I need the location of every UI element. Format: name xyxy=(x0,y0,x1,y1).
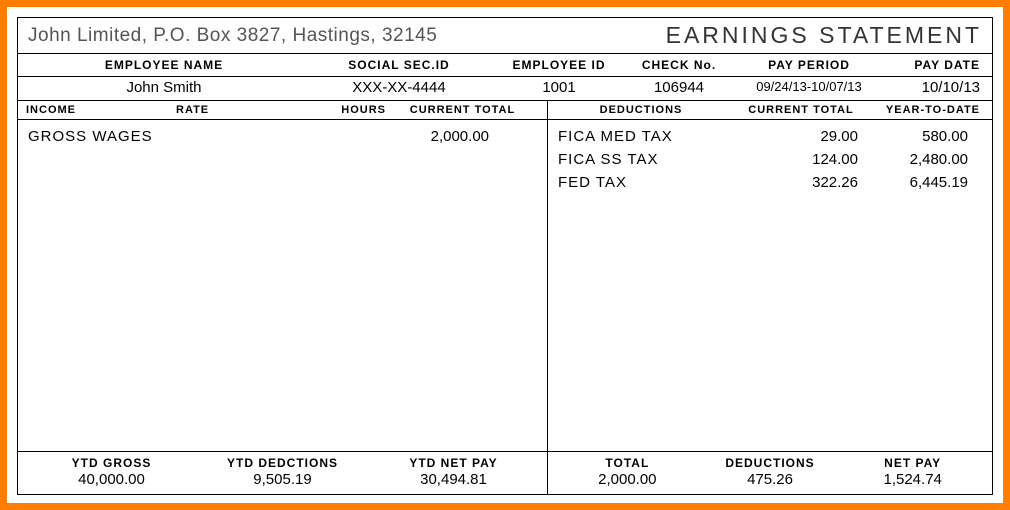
val-check-no: 106944 xyxy=(624,79,734,96)
deduction-current: 322.26 xyxy=(728,174,858,191)
deduction-ytd: 580.00 xyxy=(858,128,982,145)
income-name: GROSS WAGES xyxy=(28,128,308,145)
deduction-ytd: 2,480.00 xyxy=(858,151,982,168)
deductions-body: FICA MED TAX 29.00 580.00 FICA SS TAX 12… xyxy=(548,120,992,451)
net-label: NET PAY xyxy=(884,456,941,470)
deduction-row: FICA SS TAX 124.00 2,480.00 xyxy=(558,151,982,168)
header-bar: John Limited, P.O. Box 3827, Hastings, 3… xyxy=(17,17,993,54)
employee-value-row: John Smith XXX-XX-4444 1001 106944 09/24… xyxy=(17,77,993,101)
footer-left: YTD GROSS 40,000.00 YTD DEDCTIONS 9,505.… xyxy=(18,452,548,494)
ytd-net-label: YTD NET PAY xyxy=(409,456,497,470)
deductions-pane: DEDUCTIONS CURRENT TOTAL YEAR-TO-DATE FI… xyxy=(548,101,992,451)
income-body: GROSS WAGES 2,000.00 xyxy=(18,120,547,451)
ded-label: DEDUCTIONS xyxy=(725,456,814,470)
hdr-current-total: CURRENT TOTAL xyxy=(386,104,539,116)
col-check-no: CHECK No. xyxy=(624,58,734,72)
income-row: GROSS WAGES 2,000.00 xyxy=(28,128,537,145)
footer-right: TOTAL 2,000.00 DEDUCTIONS 475.26 NET PAY… xyxy=(548,452,992,494)
deductions-subheader: DEDUCTIONS CURRENT TOTAL YEAR-TO-DATE xyxy=(548,101,992,120)
deduction-name: FICA SS TAX xyxy=(558,151,728,168)
ytd-ded-cell: YTD DEDCTIONS 9,505.19 xyxy=(197,456,368,488)
ytd-ded-value: 9,505.19 xyxy=(253,471,311,488)
col-employee-id: EMPLOYEE ID xyxy=(494,58,624,72)
income-subheader: INCOME RATE HOURS CURRENT TOTAL xyxy=(18,101,547,120)
net-value: 1,524.74 xyxy=(883,471,941,488)
ytd-gross-value: 40,000.00 xyxy=(78,471,145,488)
col-pay-period: PAY PERIOD xyxy=(734,58,884,72)
net-cell: NET PAY 1,524.74 xyxy=(841,456,984,488)
ytd-gross-label: YTD GROSS xyxy=(72,456,152,470)
hdr-deductions: DEDUCTIONS xyxy=(556,104,726,116)
val-pay-date: 10/10/13 xyxy=(884,79,980,96)
footer-totals: YTD GROSS 40,000.00 YTD DEDCTIONS 9,505.… xyxy=(17,452,993,495)
deduction-name: FED TAX xyxy=(558,174,728,191)
hdr-rate: RATE xyxy=(176,104,306,116)
deduction-row: FICA MED TAX 29.00 580.00 xyxy=(558,128,982,145)
ded-value: 475.26 xyxy=(747,471,793,488)
hdr-income: INCOME xyxy=(26,104,176,116)
val-employee-id: 1001 xyxy=(494,79,624,96)
ytd-ded-label: YTD DEDCTIONS xyxy=(227,456,338,470)
ded-cell: DEDUCTIONS 475.26 xyxy=(699,456,842,488)
company-address: John Limited, P.O. Box 3827, Hastings, 3… xyxy=(28,25,666,47)
income-current: 2,000.00 xyxy=(308,128,537,145)
hdr-ded-current: CURRENT TOTAL xyxy=(726,104,876,116)
income-pane: INCOME RATE HOURS CURRENT TOTAL GROSS WA… xyxy=(18,101,548,451)
val-pay-period: 09/24/13-10/07/13 xyxy=(734,79,884,96)
statement-title: EARNINGS STATEMENT xyxy=(666,22,982,49)
hdr-ytd: YEAR-TO-DATE xyxy=(876,104,984,116)
deduction-ytd: 6,445.19 xyxy=(858,174,982,191)
col-ssn: SOCIAL SEC.ID xyxy=(304,58,494,72)
val-ssn: XXX-XX-4444 xyxy=(304,79,494,96)
total-label: TOTAL xyxy=(605,456,649,470)
deduction-current: 124.00 xyxy=(728,151,858,168)
total-cell: TOTAL 2,000.00 xyxy=(556,456,699,488)
ytd-net-cell: YTD NET PAY 30,494.81 xyxy=(368,456,539,488)
col-employee-name: EMPLOYEE NAME xyxy=(24,58,304,72)
ytd-gross-cell: YTD GROSS 40,000.00 xyxy=(26,456,197,488)
hdr-hours: HOURS xyxy=(306,104,386,116)
total-value: 2,000.00 xyxy=(598,471,656,488)
ytd-net-value: 30,494.81 xyxy=(420,471,487,488)
deduction-name: FICA MED TAX xyxy=(558,128,728,145)
deduction-current: 29.00 xyxy=(728,128,858,145)
deduction-row: FED TAX 322.26 6,445.19 xyxy=(558,174,982,191)
employee-header-row: EMPLOYEE NAME SOCIAL SEC.ID EMPLOYEE ID … xyxy=(17,54,993,77)
main-panel: INCOME RATE HOURS CURRENT TOTAL GROSS WA… xyxy=(17,101,993,452)
col-pay-date: PAY DATE xyxy=(884,58,980,72)
val-employee-name: John Smith xyxy=(24,79,304,96)
earnings-statement: John Limited, P.O. Box 3827, Hastings, 3… xyxy=(7,7,1003,503)
